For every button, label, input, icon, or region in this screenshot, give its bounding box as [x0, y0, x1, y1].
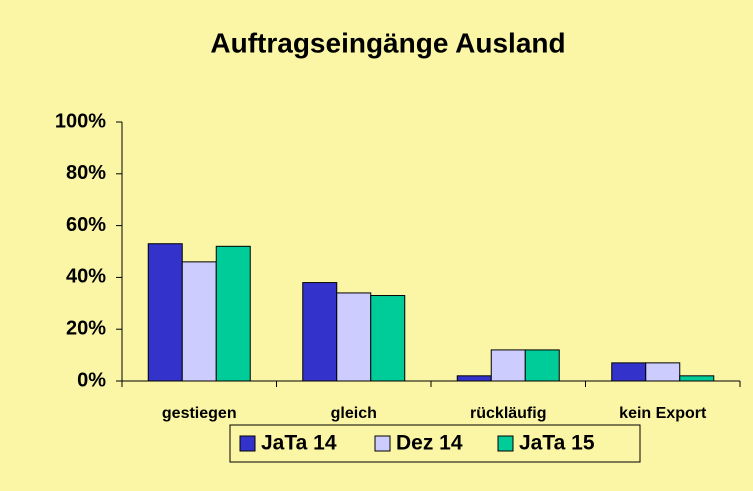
chart-title: Auftragseingänge Ausland	[210, 27, 565, 58]
y-tick-label: 40%	[66, 266, 106, 288]
x-tick-label: rückläufig	[470, 405, 546, 422]
legend-swatch	[497, 435, 514, 452]
bar	[302, 282, 338, 382]
bar	[679, 375, 715, 382]
bar	[370, 295, 406, 382]
bar	[336, 292, 372, 382]
bar	[181, 261, 217, 382]
y-tick-label: 0%	[77, 369, 106, 391]
y-tick-label: 20%	[66, 317, 106, 339]
x-tick-label: gestiegen	[162, 405, 237, 422]
bar	[611, 362, 647, 382]
legend-label: Dez 14	[396, 432, 463, 455]
x-tick-label: gleich	[331, 405, 377, 422]
x-tick-label: kein Export	[619, 405, 707, 422]
y-tick-label: 60%	[66, 214, 106, 236]
y-tick-label: 80%	[66, 162, 106, 184]
bar	[456, 375, 492, 382]
legend-swatch	[374, 435, 391, 452]
bar	[524, 349, 560, 382]
bar	[215, 245, 251, 382]
legend-box	[229, 424, 641, 463]
legend-label: JaTa 14	[261, 432, 337, 455]
legend-label: JaTa 15	[519, 432, 595, 455]
bar	[645, 362, 681, 382]
legend-swatch	[239, 435, 256, 452]
y-tick-label: 100%	[55, 110, 106, 132]
bar	[147, 243, 183, 382]
bar	[490, 349, 526, 382]
